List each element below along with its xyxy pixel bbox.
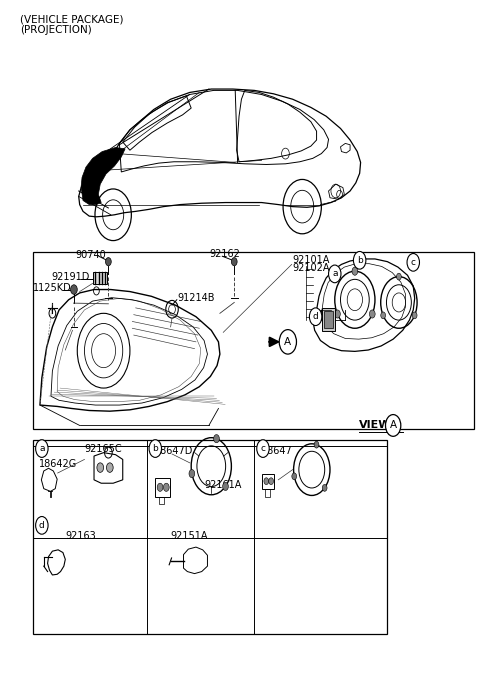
Bar — [262, 474, 274, 489]
Circle shape — [149, 440, 161, 458]
Circle shape — [322, 484, 327, 491]
Circle shape — [223, 482, 228, 490]
Circle shape — [328, 265, 341, 283]
Circle shape — [269, 478, 274, 485]
Circle shape — [385, 415, 401, 437]
Circle shape — [157, 484, 163, 492]
Circle shape — [353, 251, 366, 269]
Circle shape — [189, 469, 195, 477]
Circle shape — [314, 441, 319, 448]
Text: 92165C: 92165C — [84, 444, 122, 454]
Text: 92163: 92163 — [65, 530, 96, 541]
Circle shape — [36, 440, 48, 458]
Circle shape — [106, 257, 111, 266]
Text: A: A — [390, 420, 396, 430]
Text: 18642G: 18642G — [39, 459, 77, 469]
Bar — [93, 272, 108, 284]
Text: 92101A: 92101A — [293, 255, 330, 265]
Circle shape — [257, 440, 269, 458]
Text: d: d — [39, 521, 45, 530]
Circle shape — [36, 516, 48, 534]
Circle shape — [279, 330, 297, 354]
Text: a: a — [332, 270, 337, 279]
Text: 92102A: 92102A — [293, 264, 330, 274]
Bar — [324, 311, 333, 328]
Circle shape — [292, 473, 297, 479]
Text: 92161A: 92161A — [204, 479, 241, 490]
Text: 90740: 90740 — [75, 250, 106, 260]
Circle shape — [396, 273, 401, 280]
Text: a: a — [39, 444, 45, 453]
Circle shape — [71, 285, 77, 294]
Bar — [155, 478, 170, 497]
Text: 92151A: 92151A — [170, 530, 208, 541]
Text: 92191D: 92191D — [51, 272, 89, 283]
Text: 18647D: 18647D — [155, 445, 193, 456]
Circle shape — [352, 267, 358, 275]
Text: (VEHICLE PACKAGE): (VEHICLE PACKAGE) — [20, 14, 123, 25]
Polygon shape — [81, 148, 125, 204]
Bar — [265, 489, 270, 497]
Bar — [33, 441, 387, 634]
Circle shape — [370, 310, 375, 318]
Text: 18647: 18647 — [262, 445, 292, 456]
Text: c: c — [261, 444, 265, 453]
Circle shape — [163, 484, 169, 492]
Circle shape — [264, 478, 269, 485]
Text: 92162: 92162 — [210, 249, 241, 259]
Circle shape — [231, 257, 237, 266]
Text: b: b — [153, 444, 158, 453]
Text: b: b — [357, 256, 362, 265]
Circle shape — [407, 253, 420, 271]
Bar — [158, 497, 164, 504]
Circle shape — [107, 463, 113, 473]
Polygon shape — [323, 308, 335, 331]
Circle shape — [381, 312, 385, 319]
Circle shape — [310, 308, 322, 326]
Circle shape — [97, 463, 104, 473]
Bar — [33, 252, 474, 429]
Circle shape — [412, 312, 417, 319]
Text: d: d — [313, 312, 319, 321]
Text: (PROJECTION): (PROJECTION) — [20, 25, 92, 35]
Text: 91214B: 91214B — [178, 293, 216, 302]
Text: A: A — [284, 337, 291, 347]
Text: 1125KD: 1125KD — [33, 283, 72, 293]
Text: VIEW: VIEW — [359, 420, 391, 430]
Text: c: c — [411, 258, 416, 267]
Circle shape — [214, 434, 219, 443]
Circle shape — [335, 310, 340, 318]
